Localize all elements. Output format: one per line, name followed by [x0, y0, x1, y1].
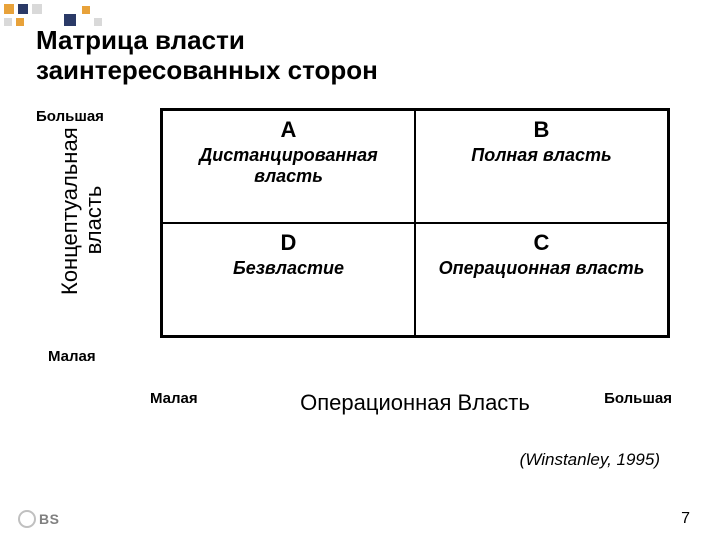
- y-axis-high-label: Большая: [36, 108, 104, 125]
- decor-square: [18, 4, 28, 14]
- footer-logo: BS: [18, 510, 59, 528]
- page-number: 7: [681, 510, 690, 528]
- cell-letter: D: [167, 230, 410, 256]
- cell-letter: C: [420, 230, 663, 256]
- page-title: Матрица власти заинтересованных сторон: [36, 26, 378, 86]
- cell-label: Дистанцированная власть: [167, 145, 410, 186]
- title-line2: заинтересованных сторон: [36, 55, 378, 85]
- decor-square: [32, 4, 42, 14]
- matrix-cell-a: A Дистанцированная власть: [162, 110, 415, 223]
- y-axis-title: Концептуальная власть: [58, 145, 106, 295]
- cell-label: Операционная власть: [420, 258, 663, 279]
- power-matrix: A Дистанцированная власть B Полная власт…: [160, 108, 670, 338]
- matrix-cell-d: D Безвластие: [162, 223, 415, 336]
- title-line1: Матрица власти: [36, 25, 245, 55]
- logo-ring-icon: [18, 510, 36, 528]
- x-axis-low-label: Малая: [150, 390, 198, 407]
- x-axis-high-label: Большая: [604, 390, 672, 407]
- x-axis-title: Операционная Власть: [250, 390, 580, 416]
- decor-square: [82, 6, 90, 14]
- cell-letter: A: [167, 117, 410, 143]
- decor-square: [4, 4, 14, 14]
- cell-letter: B: [420, 117, 663, 143]
- decor-square: [4, 18, 12, 26]
- slide: Матрица власти заинтересованных сторон Б…: [0, 0, 720, 540]
- logo-text: BS: [39, 511, 59, 527]
- y-axis-low-label: Малая: [48, 348, 96, 365]
- matrix-cell-c: C Операционная власть: [415, 223, 668, 336]
- decor-square: [16, 18, 24, 26]
- cell-label: Полная власть: [420, 145, 663, 166]
- citation: (Winstanley, 1995): [520, 450, 660, 470]
- cell-label: Безвластие: [167, 258, 410, 279]
- matrix-cell-b: B Полная власть: [415, 110, 668, 223]
